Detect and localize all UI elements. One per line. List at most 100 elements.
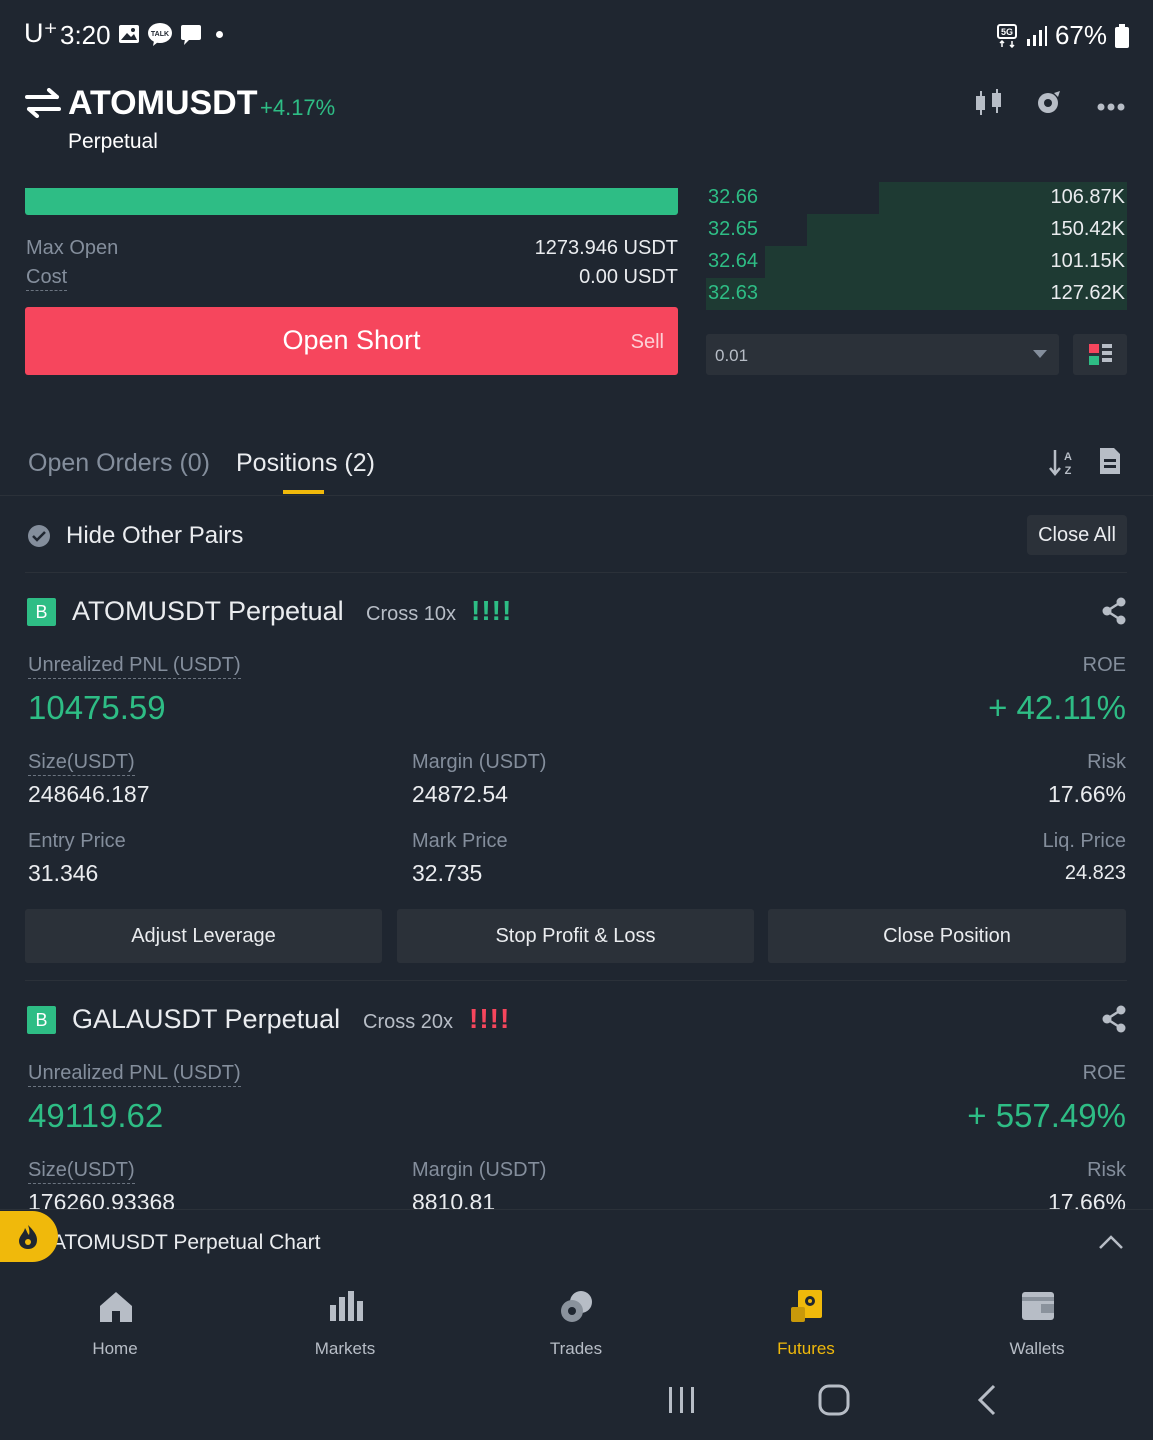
nav-home[interactable]: Home [0, 1273, 230, 1368]
nav-wallets[interactable]: Wallets [922, 1273, 1152, 1368]
orderbook-depth-bar [764, 246, 1127, 278]
status-right: 5G 67% [996, 20, 1129, 51]
orderbook-price: 32.64 [708, 250, 759, 272]
roe-value: + 557.49% [967, 1097, 1126, 1134]
chevron-up-icon[interactable] [1098, 1234, 1124, 1255]
orderbook-qty: 106.87K [1050, 186, 1125, 208]
checkbox-check-icon [28, 525, 50, 547]
risk-label: Risk [1087, 1159, 1126, 1181]
orderbook-qty: 127.62K [1050, 282, 1125, 304]
orderbook-layout-icon [1089, 344, 1112, 365]
svg-text:TALK: TALK [151, 31, 169, 38]
margin-label: Margin (USDT) [412, 751, 547, 773]
swap-pair-icon[interactable] [25, 88, 61, 123]
margin-value: 24872.54 [412, 781, 508, 807]
position-leverage: Cross 10x [366, 603, 457, 625]
pair-header: ATOMUSDT +4.17% Perpetual [0, 70, 1153, 188]
open-short-button[interactable]: Open Short Sell [25, 307, 678, 375]
close-all-button[interactable]: Close All [1027, 515, 1127, 555]
orderbook-row[interactable]: 32.63 127.62K [706, 278, 1127, 310]
calculator-icon[interactable] [1034, 88, 1064, 123]
size-label[interactable]: Size(USDT) [28, 1159, 135, 1184]
precision-value: 0.01 [715, 346, 749, 365]
unrealized-pnl-value: 10475.59 [28, 689, 166, 726]
orderbook-depth-bar [706, 278, 1127, 310]
entry-price-label: Entry Price [28, 830, 126, 852]
tab-positions[interactable]: Positions (2) [236, 449, 375, 477]
hide-other-pairs-label: Hide Other Pairs [66, 522, 244, 549]
position-title[interactable]: ATOMUSDT Perpetual [72, 596, 344, 626]
pair-change: +4.17% [260, 95, 336, 120]
home-button-icon[interactable] [818, 1384, 850, 1421]
tab-active-indicator [283, 490, 324, 494]
close-position-button[interactable]: Close Position [768, 909, 1126, 963]
clock: 3:20 [60, 20, 111, 50]
signal-icon [1026, 25, 1047, 46]
margin-label: Margin (USDT) [412, 1159, 547, 1181]
more-options-icon[interactable] [1097, 98, 1125, 116]
nav-label: Wallets [1009, 1339, 1065, 1358]
fire-icon [19, 1225, 37, 1249]
futures-icon [791, 1290, 822, 1322]
size-value: 248646.187 [28, 781, 150, 807]
wallet-icon [1022, 1292, 1054, 1320]
cost-label[interactable]: Cost [26, 266, 68, 291]
document-icon[interactable] [1099, 447, 1121, 480]
share-icon[interactable] [1101, 597, 1127, 630]
orderbook-price: 32.66 [708, 186, 759, 208]
candlestick-chart-icon[interactable] [973, 88, 1005, 123]
orderbook-price: 32.63 [708, 282, 759, 304]
liq-price-value: 24.823 [1064, 862, 1126, 884]
carrier-label: U⁺ [24, 18, 58, 48]
orderbook-layout-button[interactable] [1073, 334, 1127, 375]
more-notifications-dot [216, 31, 223, 38]
5g-icon: 5G [996, 23, 1017, 48]
nav-markets[interactable]: Markets [230, 1273, 460, 1368]
nav-label: Home [92, 1339, 138, 1358]
share-icon[interactable] [1101, 1005, 1127, 1038]
adjust-leverage-button[interactable]: Adjust Leverage [25, 909, 382, 963]
orderbook-row[interactable]: 32.65 150.42K [706, 214, 1127, 246]
size-label[interactable]: Size(USDT) [28, 751, 135, 776]
nav-label: Markets [314, 1339, 376, 1358]
mark-price-value: 32.735 [412, 860, 483, 886]
bottom-nav: Home Markets Trades Futures Wallets [0, 1273, 1153, 1368]
svg-text:Z: Z [1065, 465, 1072, 477]
gallery-notification-icon [118, 24, 140, 49]
orderbook-row[interactable]: 32.66 106.87K [706, 182, 1127, 214]
battery-icon [1115, 23, 1129, 48]
hide-other-pairs-toggle[interactable]: Hide Other Pairs [28, 522, 243, 550]
talk-notification-icon: TALK [147, 22, 173, 51]
tab-open-orders[interactable]: Open Orders (0) [28, 449, 211, 477]
recent-apps-icon[interactable] [667, 1385, 697, 1420]
chart-collapse-bar[interactable]: ATOMUSDT Perpetual Chart [0, 1209, 1153, 1273]
contract-type: Perpetual [68, 130, 158, 153]
divider [25, 980, 1127, 981]
risk-label: Risk [1087, 751, 1126, 773]
nav-futures[interactable]: Futures [691, 1273, 921, 1368]
hot-promo-button[interactable] [0, 1211, 58, 1262]
back-icon[interactable] [976, 1384, 998, 1421]
unrealized-pnl-label[interactable]: Unrealized PNL (USDT) [28, 654, 241, 679]
nav-label: Trades [549, 1339, 603, 1358]
system-nav-bar [0, 1368, 1153, 1440]
nav-trades[interactable]: Trades [461, 1273, 691, 1368]
precision-select[interactable]: 0.01 [706, 334, 1059, 375]
markets-icon [330, 1291, 363, 1321]
max-open-value: 1273.946 USDT [534, 237, 678, 259]
home-icon [100, 1292, 132, 1322]
stop-profit-loss-button[interactable]: Stop Profit & Loss [397, 909, 754, 963]
liq-price-label: Liq. Price [1042, 830, 1126, 852]
open-long-button[interactable] [25, 188, 678, 215]
orderbook-row[interactable]: 32.64 101.15K [706, 246, 1127, 278]
pair-symbol[interactable]: ATOMUSDT [68, 84, 258, 122]
side-badge: B [27, 1006, 56, 1034]
position-title[interactable]: GALAUSDT Perpetual [72, 1004, 341, 1034]
orderbook-depth-bar [807, 214, 1127, 246]
trades-icon [561, 1291, 592, 1322]
chevron-down-icon [1033, 350, 1047, 358]
status-bar: U⁺ 3:20 TALK 5G 67% [0, 0, 1153, 70]
unrealized-pnl-label[interactable]: Unrealized PNL (USDT) [28, 1062, 241, 1087]
message-notification-icon [180, 24, 202, 51]
